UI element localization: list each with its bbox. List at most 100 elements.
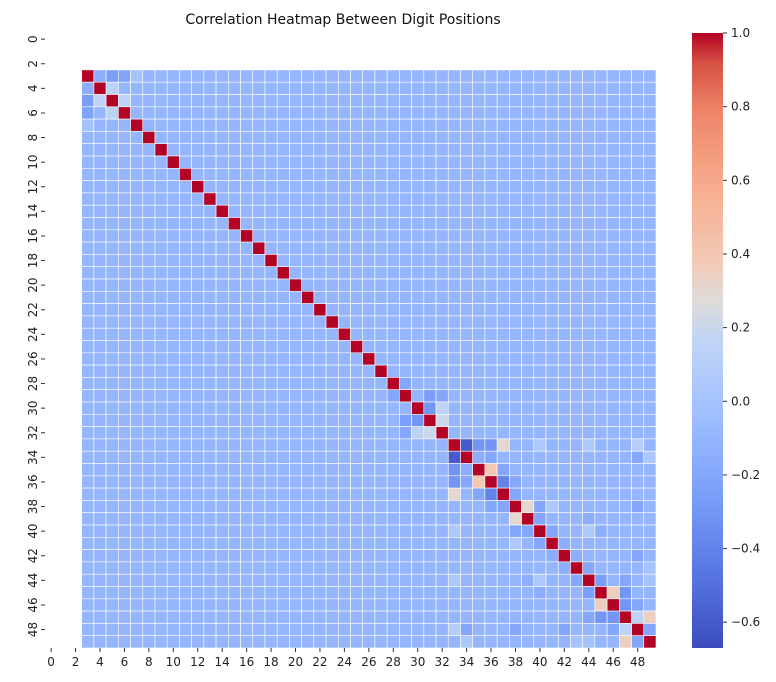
- heatmap-cell: [631, 573, 645, 587]
- heatmap-cell: [411, 364, 425, 378]
- heatmap-cell: [435, 463, 449, 477]
- heatmap-cell: [447, 168, 461, 181]
- heatmap-cell: [582, 573, 596, 587]
- heatmap-cell: [301, 500, 315, 513]
- heatmap-cell: [557, 623, 571, 637]
- heatmap-cell: [289, 340, 302, 354]
- heatmap-cell: [337, 143, 351, 157]
- heatmap-cell: [484, 524, 498, 538]
- heatmap-cell: [130, 180, 144, 194]
- heatmap-cell: [240, 315, 254, 329]
- heatmap-cell: [325, 475, 339, 489]
- heatmap-cell: [435, 106, 449, 120]
- heatmap-cell: [484, 131, 498, 144]
- heatmap-cell: [423, 610, 437, 624]
- heatmap-cell: [289, 118, 302, 132]
- heatmap-cell: [570, 81, 583, 95]
- heatmap-cell: [142, 254, 156, 267]
- heatmap-cell: [509, 364, 522, 378]
- heatmap-cell: [154, 241, 168, 255]
- heatmap-cell: [557, 389, 571, 403]
- heatmap-cell: [301, 487, 315, 501]
- heatmap-cell: [276, 549, 290, 563]
- heatmap-cell: [203, 340, 217, 354]
- heatmap-cell: [289, 487, 302, 501]
- heatmap-cell: [570, 623, 583, 637]
- heatmap-cell: [643, 401, 657, 415]
- heatmap-cell: [484, 413, 498, 427]
- heatmap-cell: [276, 598, 290, 612]
- heatmap-cell: [386, 143, 400, 157]
- heatmap-cell: [179, 81, 192, 95]
- heatmap-cell: [631, 500, 645, 513]
- heatmap-cell: [472, 155, 486, 169]
- heatmap-cell: [203, 524, 217, 538]
- heatmap-cell: [362, 463, 376, 477]
- heatmap-cell: [142, 106, 156, 120]
- heatmap-cell: [399, 69, 412, 83]
- heatmap-cell: [350, 549, 364, 563]
- heatmap-cell: [130, 500, 144, 513]
- heatmap-cell: [460, 69, 474, 83]
- heatmap-cell: [643, 512, 657, 526]
- heatmap-cell: [240, 463, 254, 477]
- heatmap-cell: [191, 168, 205, 181]
- heatmap-cell: [460, 81, 474, 95]
- x-tick-label: 48: [630, 655, 645, 669]
- heatmap-cell: [142, 610, 156, 624]
- heatmap-cell: [447, 426, 461, 440]
- heatmap-cell: [496, 401, 510, 415]
- heatmap-cell: [203, 401, 217, 415]
- heatmap-cell: [386, 327, 400, 341]
- heatmap-cell: [166, 623, 180, 637]
- heatmap-cell: [484, 389, 498, 403]
- heatmap-cell: [93, 241, 107, 255]
- heatmap-cell: [399, 229, 412, 243]
- heatmap-cell: [118, 610, 131, 624]
- heatmap-cell: [484, 500, 498, 513]
- heatmap-cell: [460, 229, 474, 243]
- heatmap-cell: [313, 623, 327, 637]
- heatmap-cell: [631, 512, 645, 526]
- heatmap-cell: [435, 413, 449, 427]
- heatmap-cell: [350, 401, 364, 415]
- heatmap-cell: [533, 389, 547, 403]
- heatmap-cell: [337, 315, 351, 329]
- heatmap-cell: [264, 303, 278, 317]
- heatmap-cell: [264, 610, 278, 624]
- heatmap-cell: [118, 254, 131, 267]
- heatmap-cell: [606, 463, 620, 477]
- heatmap-cell: [643, 168, 657, 181]
- heatmap-cell: [386, 586, 400, 600]
- heatmap-cell: [215, 610, 229, 624]
- heatmap-cell: [325, 549, 339, 563]
- heatmap-cell: [521, 217, 535, 231]
- heatmap-cell: [191, 512, 205, 526]
- heatmap-cell: [606, 168, 620, 181]
- heatmap-cell: [130, 204, 144, 218]
- heatmap-cell: [362, 94, 376, 108]
- colorbar-tick-label: 0.8: [731, 100, 750, 114]
- heatmap-cell: [374, 524, 388, 538]
- heatmap-cell: [594, 81, 608, 95]
- heatmap-cell: [362, 340, 376, 354]
- heatmap-cell: [301, 303, 315, 317]
- heatmap-cell: [643, 598, 657, 612]
- heatmap-cell: [142, 143, 156, 157]
- heatmap-cell: [374, 217, 388, 231]
- heatmap-cell: [118, 377, 131, 390]
- heatmap-cell: [264, 315, 278, 329]
- heatmap-cell: [399, 426, 412, 440]
- x-tick-label: 30: [410, 655, 425, 669]
- heatmap-cell: [289, 204, 302, 218]
- heatmap-cell: [509, 168, 522, 181]
- heatmap-cell: [264, 204, 278, 218]
- heatmap-cell: [179, 340, 192, 354]
- heatmap-cell: [631, 413, 645, 427]
- heatmap-cell: [594, 561, 608, 575]
- heatmap-cell: [105, 413, 119, 427]
- heatmap-cell: [582, 524, 596, 538]
- heatmap-cell: [228, 352, 241, 366]
- x-tick-label: 34: [459, 655, 474, 669]
- heatmap-cell: [81, 327, 95, 341]
